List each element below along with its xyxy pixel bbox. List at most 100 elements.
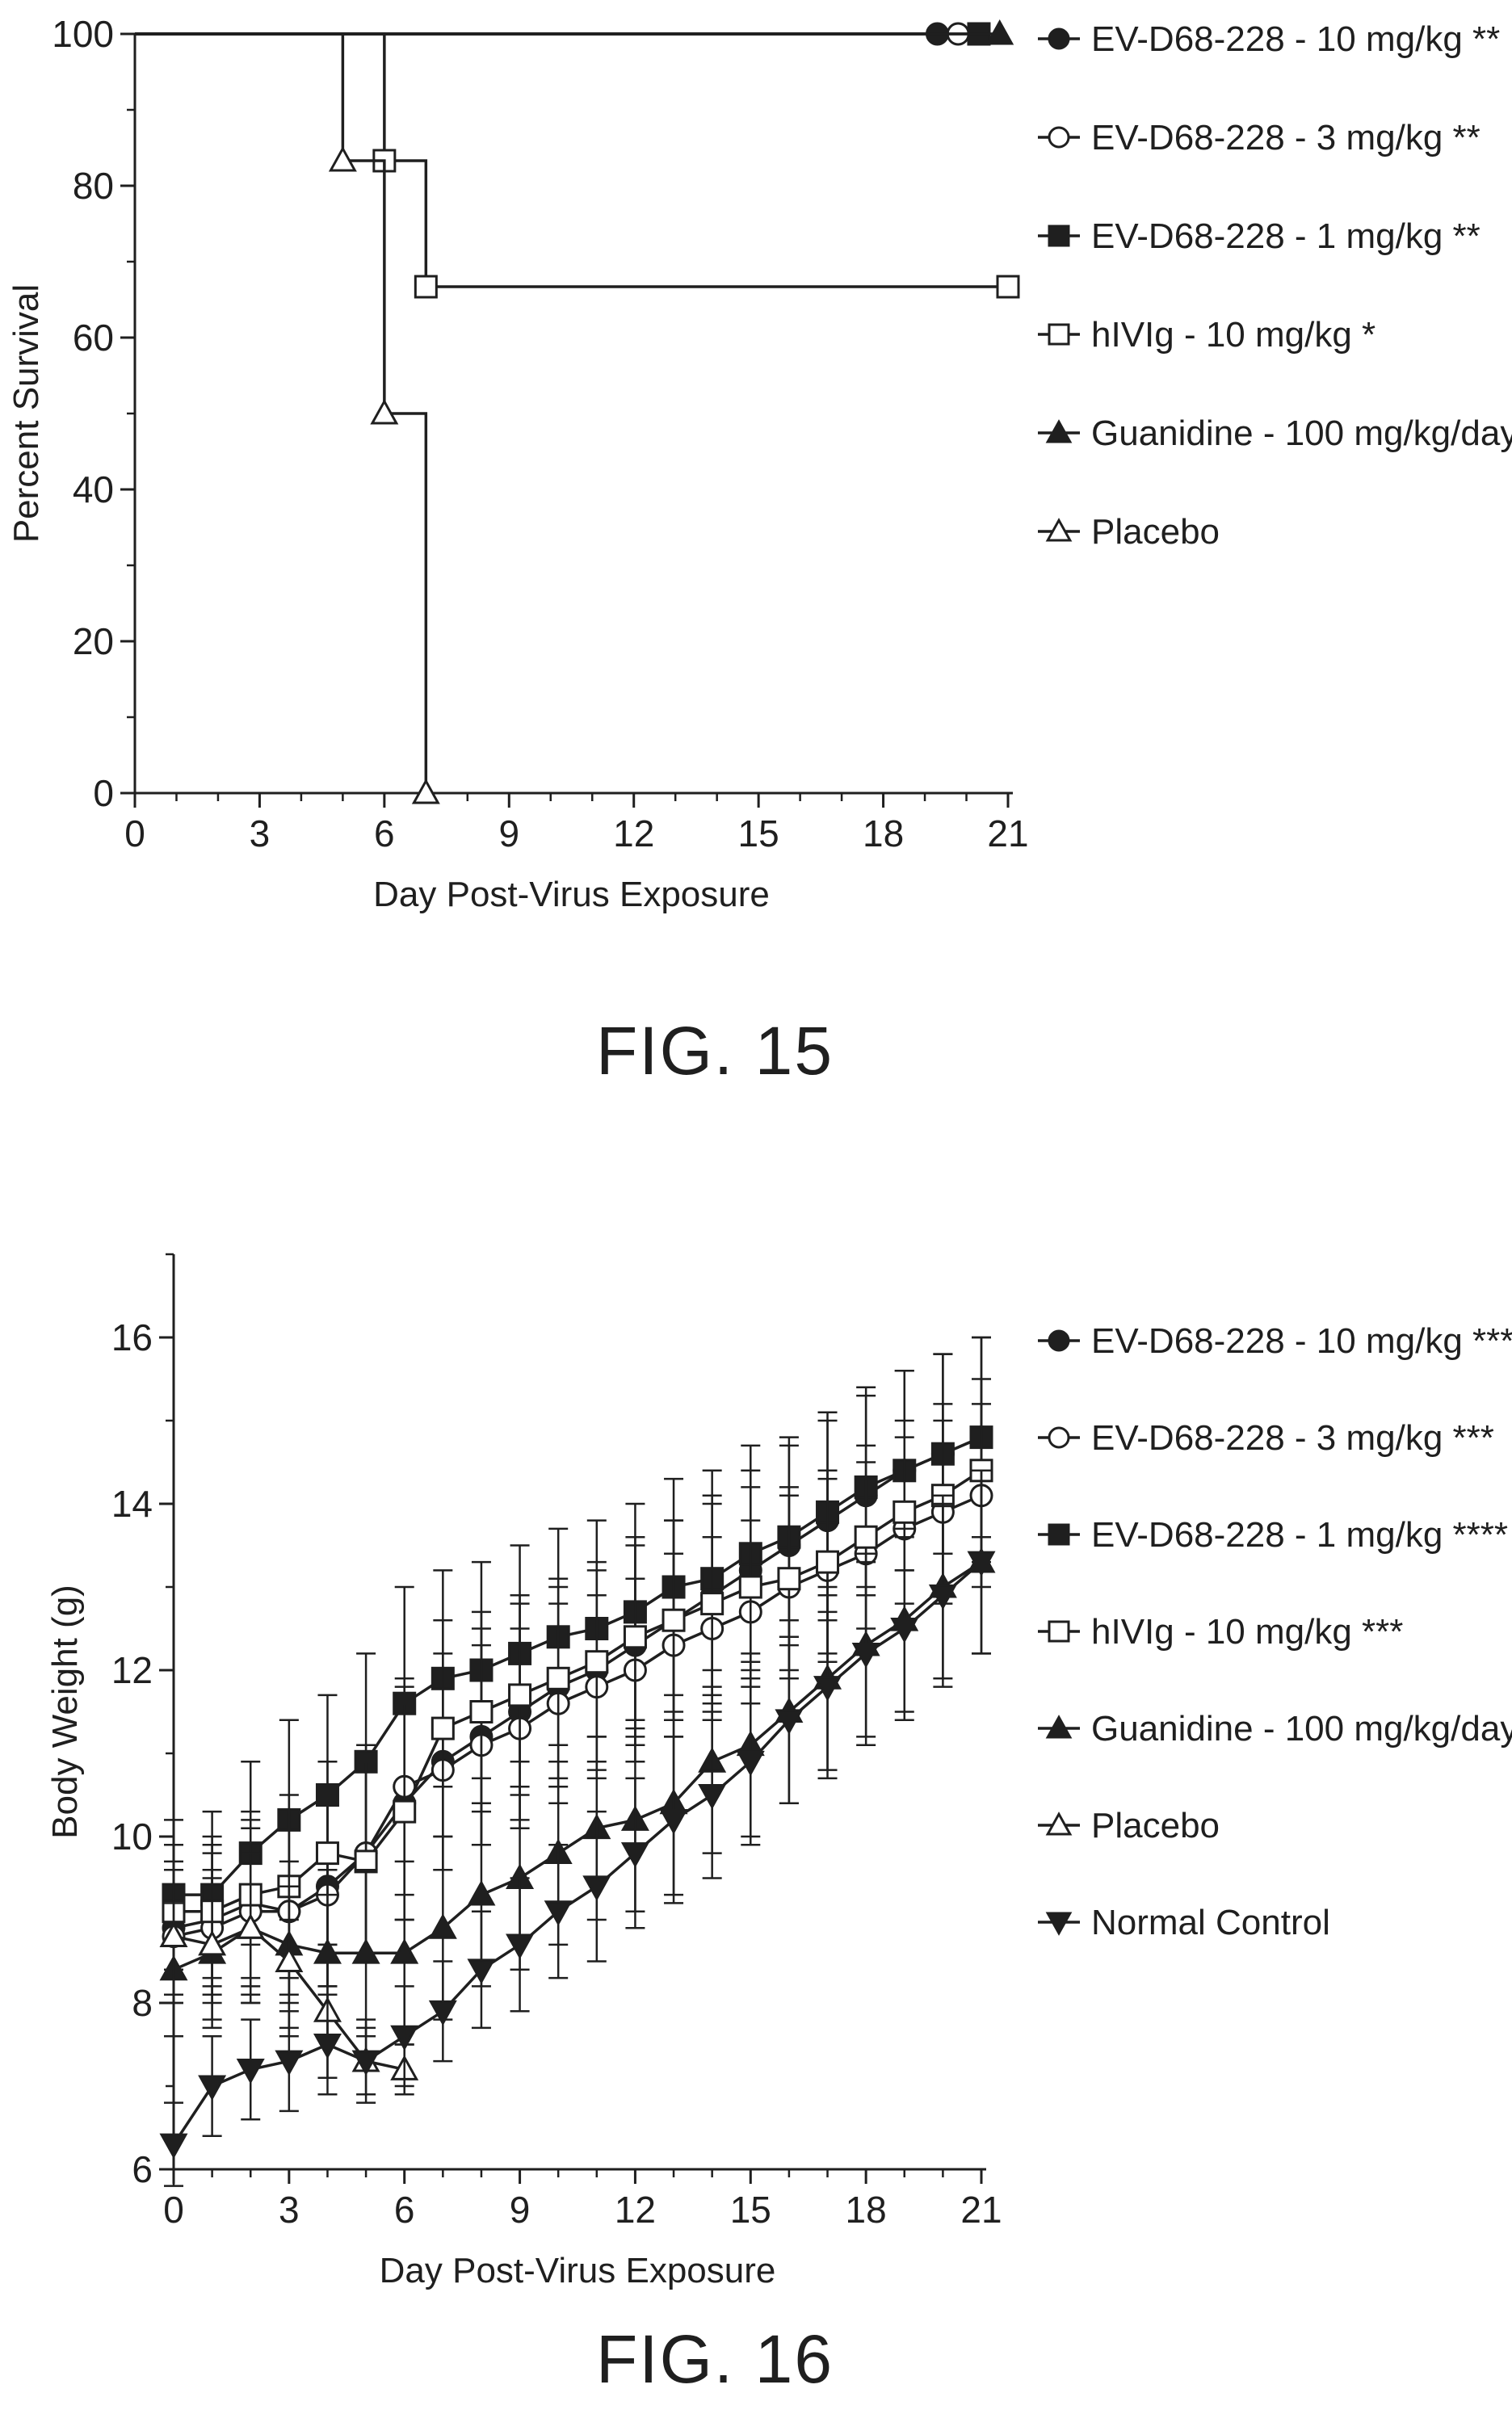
data-point	[198, 2075, 227, 2101]
legend-item-ev-d68-228-3-mg-kg: EV-D68-228 - 3 mg/kg ***	[1038, 1418, 1494, 1458]
legend-marker	[1045, 1812, 1073, 1836]
data-point	[700, 1592, 724, 1616]
data-point	[351, 1938, 380, 1964]
y-axis-label: Body Weight (g)	[45, 1585, 85, 1839]
x-tick-label: 6	[394, 2189, 415, 2231]
data-point	[698, 1784, 727, 1810]
x-tick-label: 21	[960, 2189, 1002, 2231]
legend-item-ev-d68-228-3-mg-kg: EV-D68-228 - 3 mg/kg **	[1038, 118, 1480, 157]
x-axis-label: Day Post-Virus Exposure	[373, 875, 770, 914]
legend-label: Placebo	[1091, 512, 1220, 552]
x-tick-label: 12	[613, 812, 654, 854]
legend-label: hIVIg - 10 mg/kg ***	[1091, 1612, 1403, 1652]
data-point	[928, 1584, 957, 1610]
y-tick-label: 8	[132, 1982, 153, 2024]
data-point	[370, 398, 399, 425]
series-hivig-10-mg-kg	[135, 32, 1020, 299]
body-weight-chart: 0 3 6 9 12 15 18 21 6 8 10 12 14 16 Day Post-Virus Exp…	[45, 1253, 1512, 2397]
y-tick-label: 16	[111, 1316, 153, 1358]
legend-label: EV-D68-228 - 1 mg/kg **	[1091, 216, 1480, 256]
legend-marker	[1045, 1912, 1073, 1936]
data-point	[967, 1551, 996, 1577]
series-line	[174, 1469, 982, 1913]
data-point	[813, 1676, 842, 1702]
data-point	[390, 1938, 419, 1964]
data-point	[623, 1625, 647, 1649]
data-point	[469, 1700, 494, 1723]
legend-marker	[1048, 27, 1070, 50]
figure-label: FIG. 15	[596, 1013, 834, 1089]
y-tick-label: 10	[111, 1816, 153, 1858]
y-tick-label: 14	[111, 1483, 153, 1525]
data-point	[816, 1550, 840, 1574]
data-point	[738, 1575, 762, 1599]
y-tick-label: 60	[73, 317, 114, 359]
data-point	[351, 2050, 380, 2076]
legend-item-placebo: Placebo	[1038, 512, 1220, 552]
x-tick-label: 0	[163, 2189, 184, 2231]
legend-item-guanidine-100-mg-kg-day: Guanidine - 100 mg/kg/day *	[1038, 1709, 1512, 1749]
series-normal-control	[159, 1469, 996, 2187]
data-point	[996, 275, 1020, 299]
y-tick-label: 6	[132, 2148, 153, 2190]
x-tick-label: 3	[250, 812, 271, 854]
data-point	[414, 275, 438, 299]
legend-marker	[1045, 1715, 1073, 1739]
y-axis-label: Percent Survival	[6, 284, 46, 543]
data-point	[582, 1875, 611, 1901]
legend-label: EV-D68-228 - 3 mg/kg ***	[1091, 1418, 1494, 1458]
x-tick-label: 0	[124, 812, 145, 854]
data-point	[390, 2025, 419, 2051]
x-tick-label: 12	[615, 2189, 656, 2231]
data-point	[313, 2034, 342, 2059]
figure-label: FIG. 16	[596, 2321, 834, 2397]
legend-label: EV-D68-228 - 10 mg/kg ****	[1091, 1321, 1512, 1361]
series-line	[173, 1435, 982, 1930]
series-hivig-10-mg-kg	[162, 1378, 993, 1988]
survival-chart: 0 3 6 9 12 15 18 21 0 20 40 60 80 100 Day Post-Virus E…	[6, 13, 1512, 1089]
legend-item-hivig-10-mg-kg: hIVIg - 10 mg/kg *	[1038, 315, 1376, 355]
legend-marker	[1048, 323, 1070, 346]
x-tick-label: 15	[738, 812, 779, 854]
legend-label: Placebo	[1091, 1806, 1220, 1845]
data-point	[854, 1525, 878, 1549]
data-point	[851, 1642, 880, 1669]
legend-marker	[1045, 419, 1073, 443]
data-point	[467, 1958, 496, 1984]
x-tick-label: 21	[987, 812, 1028, 854]
data-point	[544, 1900, 573, 1926]
data-point	[411, 778, 440, 804]
legend-label: EV-D68-228 - 10 mg/kg **	[1091, 19, 1500, 59]
legend-label: EV-D68-228 - 3 mg/kg **	[1091, 118, 1480, 157]
legend-marker	[1048, 1426, 1070, 1449]
legend-item-ev-d68-228-1-mg-kg: EV-D68-228 - 1 mg/kg **	[1038, 216, 1480, 256]
data-point	[159, 2133, 188, 2160]
legend-label: Guanidine - 100 mg/kg/day **	[1091, 414, 1512, 453]
series-line	[135, 32, 428, 793]
legend-marker	[1048, 1620, 1070, 1643]
x-tick-label: 15	[730, 2189, 771, 2231]
legend-label: Guanidine - 100 mg/kg/day *	[1091, 1709, 1512, 1749]
x-tick-label: 9	[498, 812, 519, 854]
data-point	[546, 1666, 570, 1690]
data-point	[506, 1933, 535, 1959]
data-point	[659, 1808, 688, 1835]
data-point	[430, 1716, 455, 1740]
data-point	[890, 1618, 919, 1644]
data-point	[777, 1567, 801, 1591]
data-point	[354, 1849, 378, 1874]
data-point	[985, 19, 1014, 45]
data-point	[467, 1880, 496, 1906]
legend-label: hIVIg - 10 mg/kg *	[1091, 315, 1376, 355]
series-line	[173, 1560, 982, 1971]
x-axis-label: Day Post-Virus Exposure	[380, 2251, 776, 2290]
legend-label: Normal Control	[1091, 1903, 1330, 1942]
data-point	[275, 1946, 304, 1972]
x-tick-label: 3	[279, 2189, 300, 2231]
legend-item-ev-d68-228-10-mg-kg: EV-D68-228 - 10 mg/kg ****	[1038, 1321, 1512, 1361]
data-point	[328, 145, 357, 172]
data-point	[236, 1913, 265, 1939]
legend-item-ev-d68-228-10-mg-kg: EV-D68-228 - 10 mg/kg **	[1038, 19, 1500, 59]
y-tick-label: 20	[73, 620, 114, 662]
